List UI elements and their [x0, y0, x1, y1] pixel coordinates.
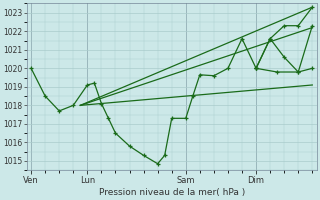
X-axis label: Pression niveau de la mer( hPa ): Pression niveau de la mer( hPa ) — [99, 188, 245, 197]
